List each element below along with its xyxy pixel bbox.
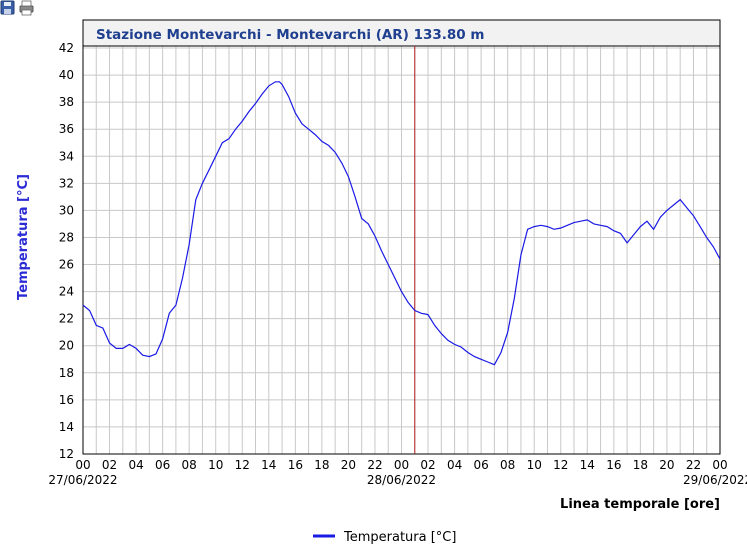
x-tick-label: 10 (208, 458, 223, 472)
plot-area-border (82, 19, 721, 455)
y-axis-label: Temperatura [°C] (16, 174, 31, 300)
x-tick-label: 02 (420, 458, 435, 472)
title-bar (82, 19, 721, 47)
date-labels: 27/06/2022 28/06/2022 29/06/2022 (48, 473, 747, 487)
y-tick-label: 12 (59, 447, 74, 461)
y-tick-label: 26 (59, 258, 74, 272)
chart-title: Stazione Montevarchi - Montevarchi (AR) … (96, 27, 484, 43)
x-tick-label: 16 (288, 458, 303, 472)
y-tick-label: 22 (59, 312, 74, 326)
x-tick-label: 16 (606, 458, 621, 472)
x-tick-label: 08 (182, 458, 197, 472)
y-tick-label: 42 (59, 41, 74, 55)
legend-label: Temperatura [°C] (343, 530, 456, 544)
series-line-temperatura (82, 81, 721, 366)
y-tick-label: 34 (59, 149, 74, 163)
x-tick-label: 12 (235, 458, 250, 472)
x-tick-label: 00 (75, 458, 90, 472)
y-tick-label: 30 (59, 203, 74, 217)
y-tick-label: 40 (59, 68, 74, 82)
x-tick-label: 12 (553, 458, 568, 472)
print-icon[interactable] (19, 0, 34, 16)
x-tick-label: 14 (580, 458, 595, 472)
x-tick-label: 06 (155, 458, 170, 472)
x-tick-label: 20 (341, 458, 356, 472)
y-axis-ticks: 12 14 16 18 20 22 24 26 28 30 32 34 36 38 40 42 (59, 41, 74, 461)
x-tick-label: 04 (128, 458, 143, 472)
x-tick-label: 08 (500, 458, 515, 472)
date-label: 28/06/2022 (367, 473, 436, 487)
legend: Temperatura [°C] (313, 530, 456, 544)
y-tick-label: 14 (59, 420, 74, 434)
x-axis-label: Linea temporale [ore] (560, 497, 720, 512)
x-tick-label: 20 (659, 458, 674, 472)
x-tick-label: 22 (686, 458, 701, 472)
x-tick-label: 22 (367, 458, 382, 472)
x-tick-label: 10 (527, 458, 542, 472)
x-tick-label: 14 (261, 458, 276, 472)
toolbar (0, 0, 60, 16)
y-tick-label: 32 (59, 176, 74, 190)
y-tick-label: 16 (59, 393, 74, 407)
x-axis-ticks: 00 02 04 06 08 10 12 14 16 18 20 22 00 02 04 06 08 10 12 14… (75, 458, 727, 472)
date-label: 27/06/2022 (48, 473, 117, 487)
grid (83, 46, 720, 454)
x-tick-label: 06 (473, 458, 488, 472)
x-tick-label: 18 (633, 458, 648, 472)
y-tick-label: 28 (59, 230, 74, 244)
y-tick-label: 36 (59, 122, 74, 136)
y-tick-label: 18 (59, 366, 74, 380)
x-tick-label: 00 (394, 458, 409, 472)
save-icon[interactable] (0, 0, 15, 15)
y-tick-label: 24 (59, 285, 74, 299)
plot-frame: Stazione Montevarchi - Montevarchi (AR) … (82, 19, 721, 455)
date-label: 29/06/2022 (683, 473, 747, 487)
x-tick-label: 00 (712, 458, 727, 472)
x-tick-label: 18 (314, 458, 329, 472)
y-tick-label: 20 (59, 339, 74, 353)
x-tick-label: 04 (447, 458, 462, 472)
y-tick-label: 38 (59, 95, 74, 109)
x-tick-label: 02 (102, 458, 117, 472)
